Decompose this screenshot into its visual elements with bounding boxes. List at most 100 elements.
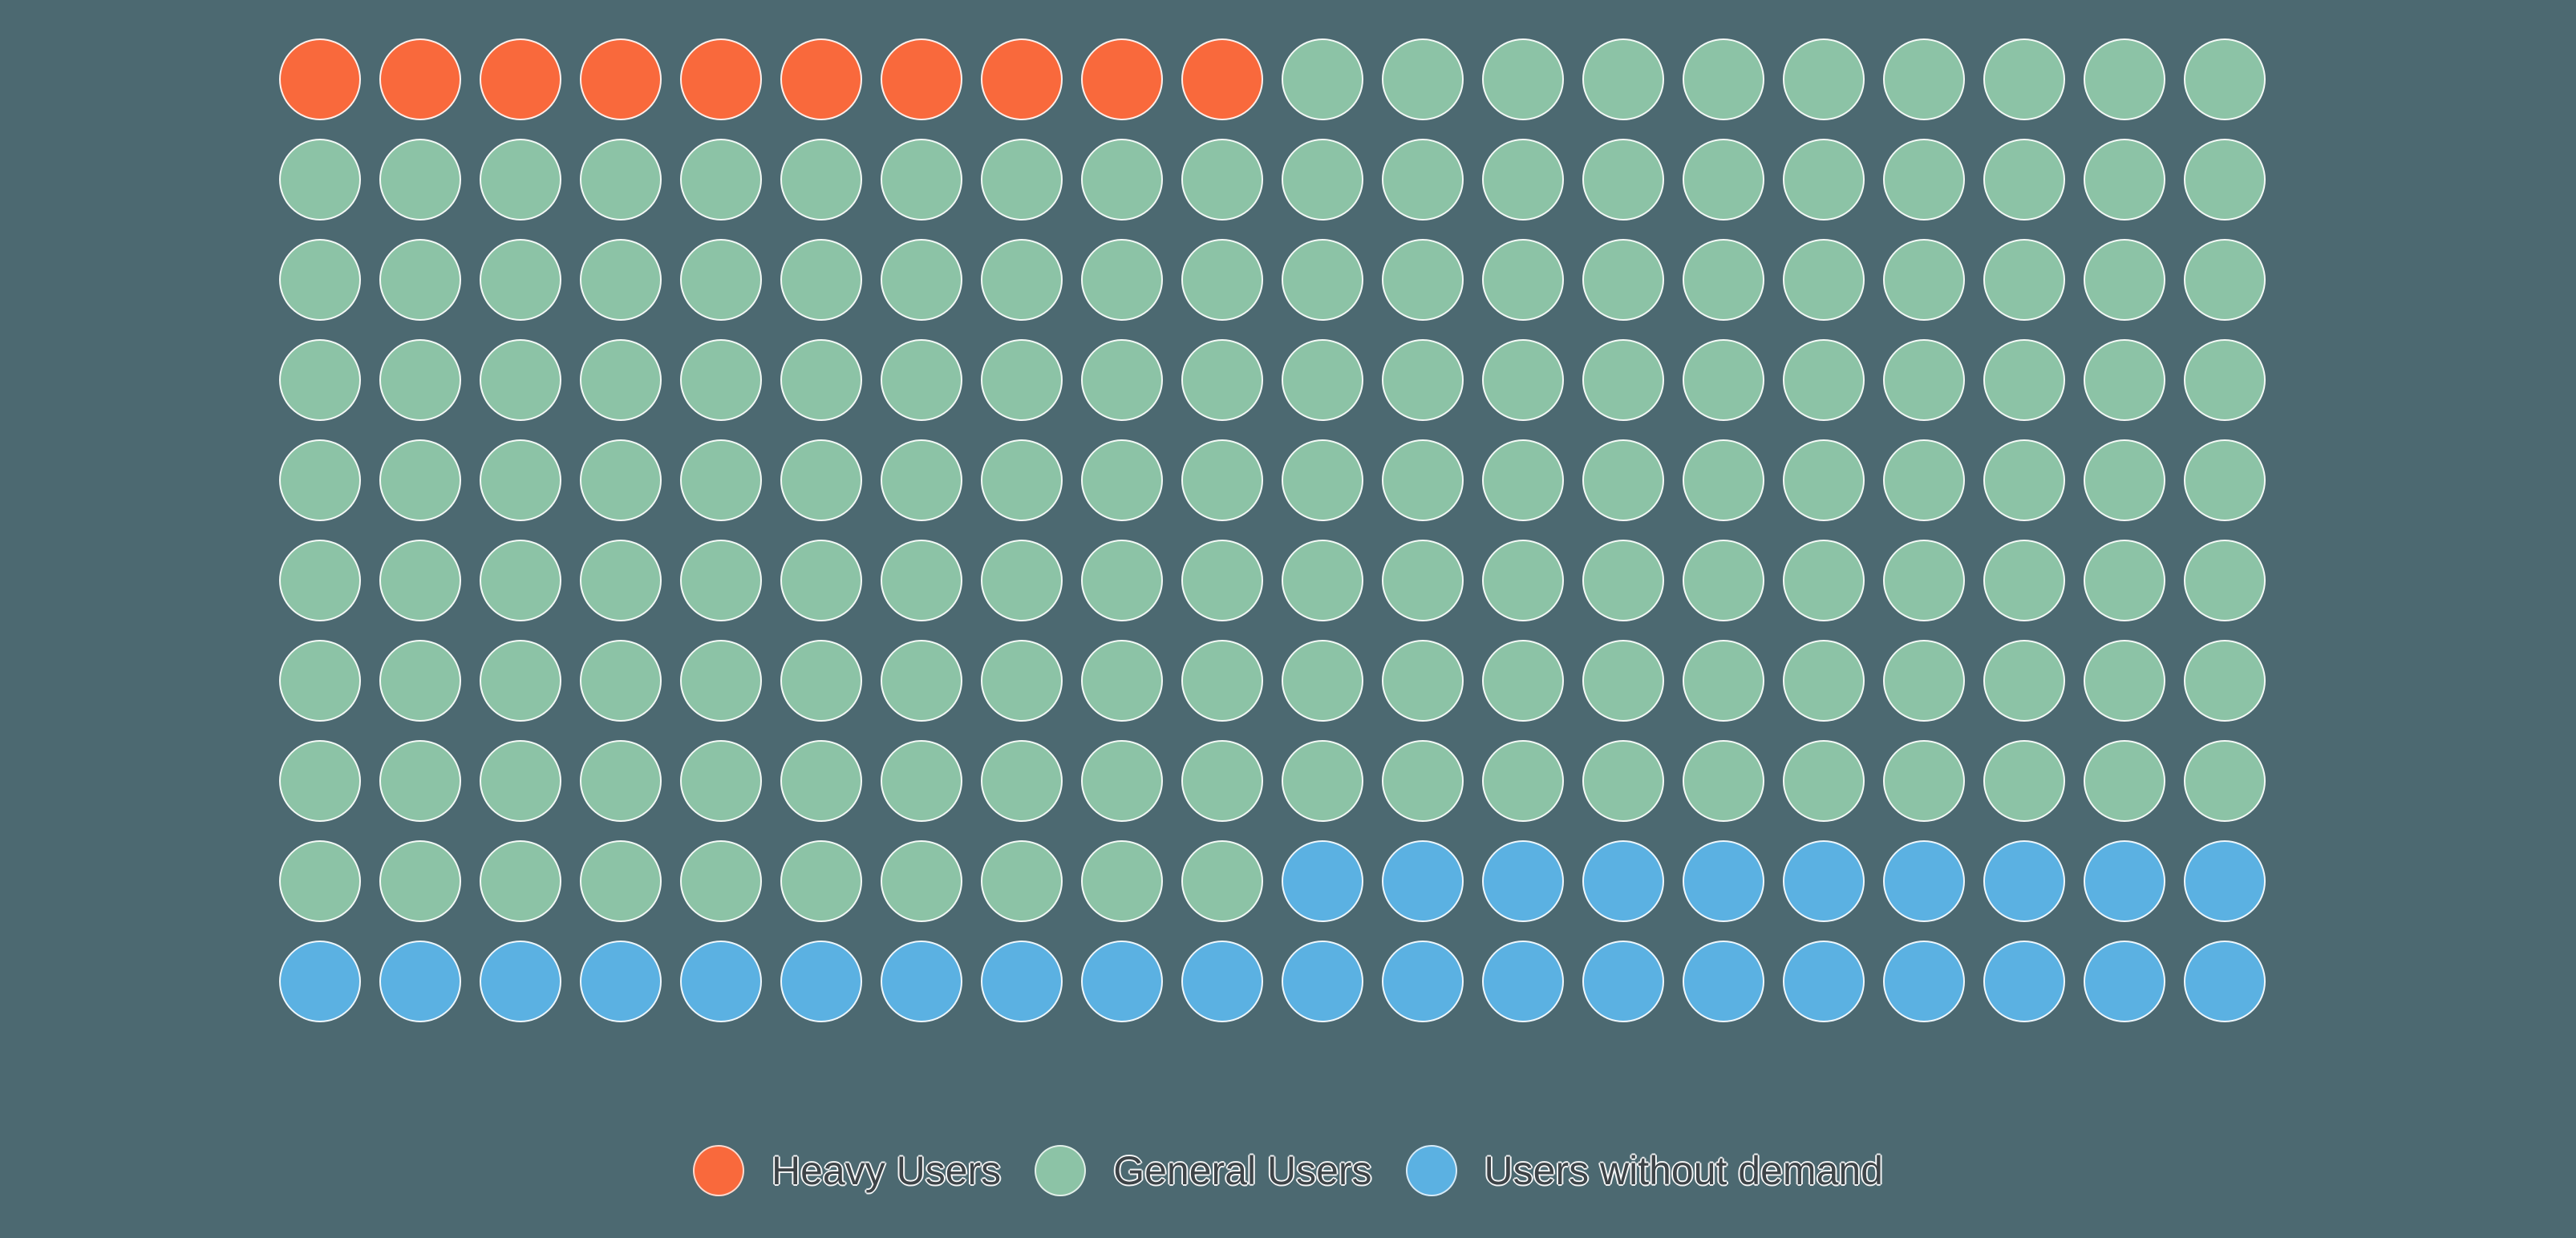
dot-general-users [1382, 439, 1464, 521]
dot-general-users [981, 439, 1063, 521]
dot-general-users [1683, 139, 1764, 220]
dot-users-without-demand [1181, 941, 1263, 1022]
dot-general-users [1282, 339, 1363, 421]
dot-users-without-demand [1382, 840, 1464, 922]
dot-general-users [1482, 540, 1564, 621]
dot-general-users [279, 439, 361, 521]
dot-general-users [1983, 640, 2065, 722]
dot-general-users [1181, 540, 1263, 621]
dot-general-users [1282, 439, 1363, 521]
dot-heavy-users [1081, 38, 1163, 120]
chart-legend: Heavy Users General Users Users without … [0, 1142, 2576, 1200]
dot-general-users [981, 840, 1063, 922]
dot-general-users [1282, 740, 1363, 822]
dot-general-users [1783, 439, 1865, 521]
dot-general-users [2084, 139, 2165, 220]
dot-users-without-demand [279, 941, 361, 1022]
dot-general-users [1783, 239, 1865, 321]
dot-general-users [1081, 740, 1163, 822]
dot-general-users [379, 640, 461, 722]
dot-general-users [1282, 139, 1363, 220]
legend-label-general-users: General Users [1113, 1148, 1372, 1193]
dot-general-users [1983, 540, 2065, 621]
dot-general-users [881, 239, 962, 321]
dot-general-users [480, 339, 561, 421]
dot-general-users [1482, 139, 1564, 220]
dot-heavy-users [881, 38, 962, 120]
dot-general-users [580, 540, 662, 621]
dot-general-users [1482, 239, 1564, 321]
dot-general-users [480, 840, 561, 922]
dot-general-users [1983, 339, 2065, 421]
legend-item-general-users[interactable]: General Users [1035, 1145, 1372, 1196]
dot-users-without-demand [1983, 840, 2065, 922]
dot-general-users [1983, 239, 2065, 321]
dot-general-users [2184, 540, 2266, 621]
dot-users-without-demand [2184, 840, 2266, 922]
dot-general-users [480, 439, 561, 521]
legend-item-users-without-demand[interactable]: Users without demand [1405, 1145, 1883, 1196]
dot-general-users [1582, 139, 1664, 220]
dot-general-users [1482, 38, 1564, 120]
dot-general-users [279, 840, 361, 922]
dot-users-without-demand [2084, 941, 2165, 1022]
dot-general-users [379, 840, 461, 922]
dot-general-users [1683, 640, 1764, 722]
dot-users-without-demand [1783, 941, 1865, 1022]
dot-general-users [379, 339, 461, 421]
dot-general-users [480, 740, 561, 822]
dot-general-users [1482, 339, 1564, 421]
dot-general-users [1181, 339, 1263, 421]
dot-general-users [1883, 239, 1965, 321]
dot-general-users [881, 540, 962, 621]
legend-marker-heavy-users-icon [693, 1145, 744, 1196]
dot-users-without-demand [580, 941, 662, 1022]
dot-general-users [1783, 139, 1865, 220]
dot-users-without-demand [1783, 840, 1865, 922]
dot-general-users [780, 339, 862, 421]
dot-general-users [2184, 339, 2266, 421]
dot-general-users [1883, 540, 1965, 621]
dot-general-users [379, 239, 461, 321]
dot-general-users [981, 139, 1063, 220]
dot-general-users [279, 239, 361, 321]
dot-general-users [1983, 38, 2065, 120]
dot-general-users [2184, 640, 2266, 722]
dot-general-users [1683, 239, 1764, 321]
dot-general-users [981, 239, 1063, 321]
dot-general-users [1883, 640, 1965, 722]
dot-general-users [1382, 239, 1464, 321]
legend-marker-users-without-demand-icon [1405, 1145, 1457, 1196]
legend-label-users-without-demand: Users without demand [1484, 1148, 1883, 1193]
dot-general-users [580, 740, 662, 822]
dot-general-users [1282, 38, 1363, 120]
dot-general-users [981, 640, 1063, 722]
dot-general-users [2084, 339, 2165, 421]
dot-general-users [1081, 339, 1163, 421]
dot-general-users [680, 640, 762, 722]
dot-general-users [1482, 740, 1564, 822]
dot-general-users [780, 139, 862, 220]
dot-grid [279, 38, 2266, 1022]
dot-heavy-users [279, 38, 361, 120]
dot-users-without-demand [480, 941, 561, 1022]
dot-users-without-demand [981, 941, 1063, 1022]
dot-general-users [1983, 139, 2065, 220]
dot-general-users [780, 239, 862, 321]
dot-general-users [2084, 640, 2165, 722]
dot-general-users [1081, 540, 1163, 621]
dot-general-users [1181, 139, 1263, 220]
dot-general-users [1482, 640, 1564, 722]
dot-users-without-demand [1482, 941, 1564, 1022]
dot-general-users [279, 740, 361, 822]
dot-general-users [1181, 840, 1263, 922]
legend-item-heavy-users[interactable]: Heavy Users [693, 1145, 1001, 1196]
dot-users-without-demand [1582, 840, 1664, 922]
dot-general-users [680, 540, 762, 621]
dot-users-without-demand [1883, 941, 1965, 1022]
dot-general-users [981, 540, 1063, 621]
dot-general-users [1582, 38, 1664, 120]
dot-general-users [680, 740, 762, 822]
dot-general-users [1683, 540, 1764, 621]
